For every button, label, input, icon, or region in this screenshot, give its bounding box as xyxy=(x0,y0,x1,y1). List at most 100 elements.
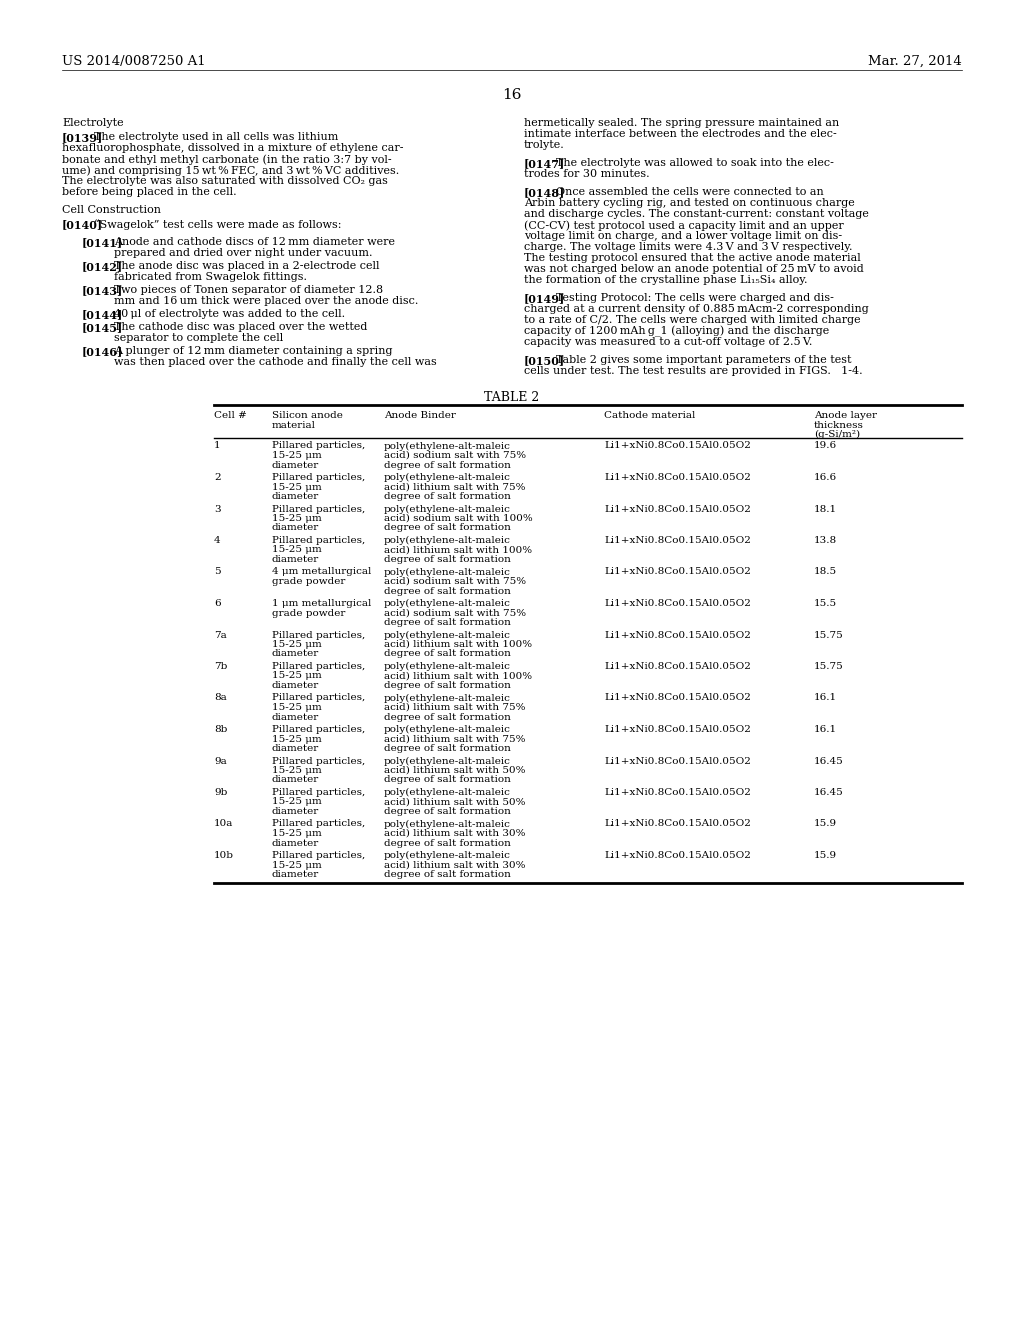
Text: Silicon anode: Silicon anode xyxy=(272,411,343,420)
Text: 4: 4 xyxy=(214,536,220,545)
Text: Li1+xNi0.8Co0.15Al0.05O2: Li1+xNi0.8Co0.15Al0.05O2 xyxy=(604,788,751,797)
Text: was not charged below an anode potential of 25 mV to avoid: was not charged below an anode potential… xyxy=(524,264,864,275)
Text: thickness: thickness xyxy=(814,421,864,429)
Text: 15.5: 15.5 xyxy=(814,599,838,609)
Text: [0142]: [0142] xyxy=(82,261,123,272)
Text: [0141]: [0141] xyxy=(82,238,123,248)
Text: 15-25 μm: 15-25 μm xyxy=(272,861,322,870)
Text: 7a: 7a xyxy=(214,631,226,639)
Text: Two pieces of Tonen separator of diameter 12.8: Two pieces of Tonen separator of diamete… xyxy=(114,285,383,294)
Text: Pillared particles,: Pillared particles, xyxy=(272,788,366,797)
Text: 16.6: 16.6 xyxy=(814,473,838,482)
Text: diameter: diameter xyxy=(272,649,319,659)
Text: 13.8: 13.8 xyxy=(814,536,838,545)
Text: voltage limit on charge, and a lower voltage limit on dis-: voltage limit on charge, and a lower vol… xyxy=(524,231,842,242)
Text: hermetically sealed. The spring pressure maintained an: hermetically sealed. The spring pressure… xyxy=(524,117,840,128)
Text: (g-Si/m²): (g-Si/m²) xyxy=(814,430,860,440)
Text: poly(ethylene-alt-maleic: poly(ethylene-alt-maleic xyxy=(384,631,511,640)
Text: poly(ethylene-alt-maleic: poly(ethylene-alt-maleic xyxy=(384,504,511,513)
Text: The anode disc was placed in a 2-electrode cell: The anode disc was placed in a 2-electro… xyxy=(114,261,380,271)
Text: 15-25 μm: 15-25 μm xyxy=(272,513,322,523)
Text: diameter: diameter xyxy=(272,713,319,722)
Text: hexafluorophosphate, dissolved in a mixture of ethylene car-: hexafluorophosphate, dissolved in a mixt… xyxy=(62,143,403,153)
Text: the formation of the crystalline phase Li₁₅Si₄ alloy.: the formation of the crystalline phase L… xyxy=(524,275,808,285)
Text: Cell Construction: Cell Construction xyxy=(62,205,161,215)
Text: 19.6: 19.6 xyxy=(814,441,838,450)
Text: 15.9: 15.9 xyxy=(814,820,838,829)
Text: poly(ethylene-alt-maleic: poly(ethylene-alt-maleic xyxy=(384,599,511,609)
Text: charge. The voltage limits were 4.3 V and 3 V respectively.: charge. The voltage limits were 4.3 V an… xyxy=(524,242,853,252)
Text: diameter: diameter xyxy=(272,524,319,532)
Text: Li1+xNi0.8Co0.15Al0.05O2: Li1+xNi0.8Co0.15Al0.05O2 xyxy=(604,599,751,609)
Text: diameter: diameter xyxy=(272,870,319,879)
Text: poly(ethylene-alt-maleic: poly(ethylene-alt-maleic xyxy=(384,820,511,829)
Text: charged at a current density of 0.885 mAcm-2 corresponding: charged at a current density of 0.885 mA… xyxy=(524,304,868,314)
Text: mm and 16 um thick were placed over the anode disc.: mm and 16 um thick were placed over the … xyxy=(114,296,419,306)
Text: prepared and dried over night under vacuum.: prepared and dried over night under vacu… xyxy=(114,248,373,257)
Text: 15-25 μm: 15-25 μm xyxy=(272,829,322,838)
Text: poly(ethylene-alt-maleic: poly(ethylene-alt-maleic xyxy=(384,441,511,450)
Text: diameter: diameter xyxy=(272,744,319,752)
Text: poly(ethylene-alt-maleic: poly(ethylene-alt-maleic xyxy=(384,725,511,734)
Text: 9a: 9a xyxy=(214,756,226,766)
Text: The cathode disc was placed over the wetted: The cathode disc was placed over the wet… xyxy=(114,322,368,333)
Text: Pillared particles,: Pillared particles, xyxy=(272,851,366,861)
Text: [0140]: [0140] xyxy=(62,219,103,230)
Text: degree of salt formation: degree of salt formation xyxy=(384,554,511,564)
Text: diameter: diameter xyxy=(272,838,319,847)
Text: acid) sodium salt with 75%: acid) sodium salt with 75% xyxy=(384,577,526,586)
Text: cells under test. The test results are provided in FIGS.    1-4.: cells under test. The test results are p… xyxy=(524,366,862,376)
Text: Arbin battery cycling rig, and tested on continuous charge: Arbin battery cycling rig, and tested on… xyxy=(524,198,855,209)
Text: Pillared particles,: Pillared particles, xyxy=(272,756,366,766)
Text: 40 μl of electrolyte was added to the cell.: 40 μl of electrolyte was added to the ce… xyxy=(114,309,345,319)
Text: (CC-CV) test protocol used a capacity limit and an upper: (CC-CV) test protocol used a capacity li… xyxy=(524,220,844,231)
Text: Electrolyte: Electrolyte xyxy=(62,117,124,128)
Text: 15-25 μm: 15-25 μm xyxy=(272,672,322,681)
Text: Pillared particles,: Pillared particles, xyxy=(272,693,366,702)
Text: Pillared particles,: Pillared particles, xyxy=(272,725,366,734)
Text: Li1+xNi0.8Co0.15Al0.05O2: Li1+xNi0.8Co0.15Al0.05O2 xyxy=(604,820,751,829)
Text: degree of salt formation: degree of salt formation xyxy=(384,744,511,752)
Text: poly(ethylene-alt-maleic: poly(ethylene-alt-maleic xyxy=(384,693,511,702)
Text: poly(ethylene-alt-maleic: poly(ethylene-alt-maleic xyxy=(384,663,511,671)
Text: diameter: diameter xyxy=(272,681,319,690)
Text: US 2014/0087250 A1: US 2014/0087250 A1 xyxy=(62,55,206,69)
Text: acid) lithium salt with 50%: acid) lithium salt with 50% xyxy=(384,766,525,775)
Text: Li1+xNi0.8Co0.15Al0.05O2: Li1+xNi0.8Co0.15Al0.05O2 xyxy=(604,536,751,545)
Text: “Swagelok” test cells were made as follows:: “Swagelok” test cells were made as follo… xyxy=(94,219,341,230)
Text: capacity of 1200 mAh g_1 (alloying) and the discharge: capacity of 1200 mAh g_1 (alloying) and … xyxy=(524,326,829,338)
Text: poly(ethylene-alt-maleic: poly(ethylene-alt-maleic xyxy=(384,536,511,545)
Text: Anode layer: Anode layer xyxy=(814,411,877,420)
Text: 15-25 μm: 15-25 μm xyxy=(272,734,322,743)
Text: degree of salt formation: degree of salt formation xyxy=(384,649,511,659)
Text: degree of salt formation: degree of salt formation xyxy=(384,461,511,470)
Text: Li1+xNi0.8Co0.15Al0.05O2: Li1+xNi0.8Co0.15Al0.05O2 xyxy=(604,756,751,766)
Text: capacity was measured to a cut-off voltage of 2.5 V.: capacity was measured to a cut-off volta… xyxy=(524,337,812,347)
Text: degree of salt formation: degree of salt formation xyxy=(384,838,511,847)
Text: fabricated from Swagelok fittings.: fabricated from Swagelok fittings. xyxy=(114,272,307,282)
Text: Pillared particles,: Pillared particles, xyxy=(272,820,366,829)
Text: 1 μm metallurgical: 1 μm metallurgical xyxy=(272,599,372,609)
Text: degree of salt formation: degree of salt formation xyxy=(384,618,511,627)
Text: acid) sodium salt with 75%: acid) sodium salt with 75% xyxy=(384,451,526,459)
Text: Pillared particles,: Pillared particles, xyxy=(272,663,366,671)
Text: grade powder: grade powder xyxy=(272,577,345,586)
Text: Li1+xNi0.8Co0.15Al0.05O2: Li1+xNi0.8Co0.15Al0.05O2 xyxy=(604,504,751,513)
Text: 15-25 μm: 15-25 μm xyxy=(272,797,322,807)
Text: acid) lithium salt with 75%: acid) lithium salt with 75% xyxy=(384,483,525,491)
Text: 16: 16 xyxy=(502,88,522,102)
Text: acid) lithium salt with 100%: acid) lithium salt with 100% xyxy=(384,545,532,554)
Text: acid) lithium salt with 75%: acid) lithium salt with 75% xyxy=(384,704,525,711)
Text: [0148]: [0148] xyxy=(524,187,565,198)
Text: to a rate of C/2. The cells were charged with limited charge: to a rate of C/2. The cells were charged… xyxy=(524,315,860,325)
Text: acid) lithium salt with 75%: acid) lithium salt with 75% xyxy=(384,734,525,743)
Text: [0150]: [0150] xyxy=(524,355,565,366)
Text: 1: 1 xyxy=(214,441,220,450)
Text: 2: 2 xyxy=(214,473,220,482)
Text: Li1+xNi0.8Co0.15Al0.05O2: Li1+xNi0.8Co0.15Al0.05O2 xyxy=(604,725,751,734)
Text: Testing Protocol: The cells were charged and dis-: Testing Protocol: The cells were charged… xyxy=(556,293,834,304)
Text: The electrolyte used in all cells was lithium: The electrolyte used in all cells was li… xyxy=(94,132,338,143)
Text: poly(ethylene-alt-maleic: poly(ethylene-alt-maleic xyxy=(384,788,511,797)
Text: degree of salt formation: degree of salt formation xyxy=(384,492,511,502)
Text: grade powder: grade powder xyxy=(272,609,345,618)
